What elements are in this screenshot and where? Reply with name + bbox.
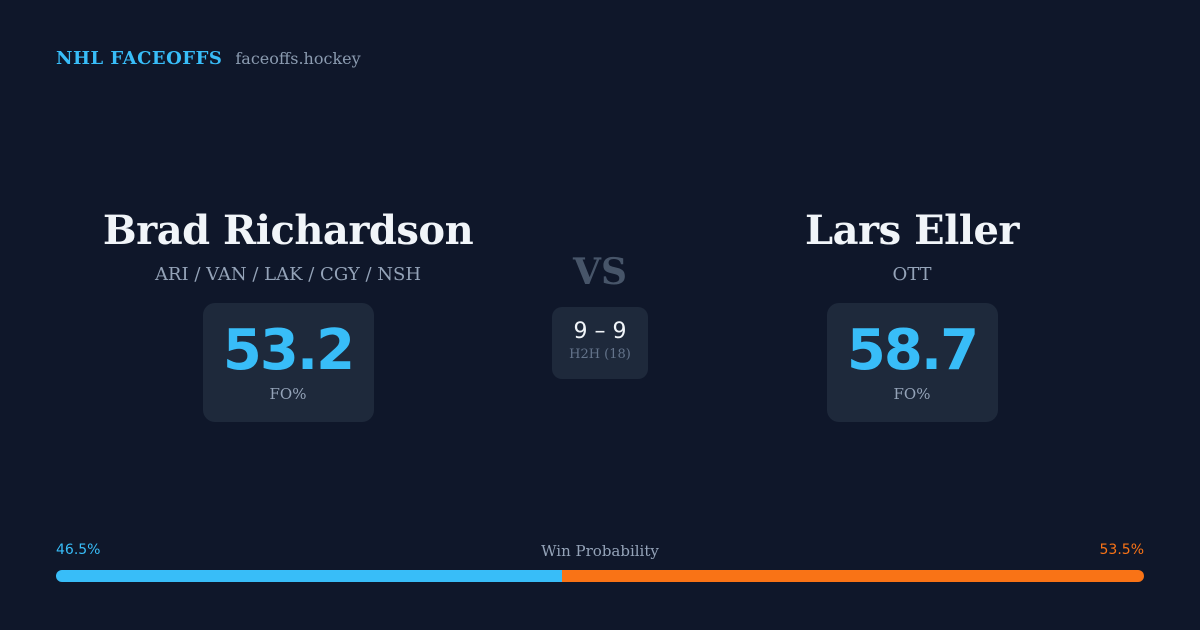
brand-site[interactable]: faceoffs.hockey [235, 49, 361, 68]
faceoff-label: FO% [269, 385, 307, 403]
win-probability-title: Win Probability [541, 542, 659, 560]
head-to-head-card: 9 – 9 H2H (18) [552, 307, 648, 379]
player-name: Brad Richardson [102, 207, 474, 254]
win-probability-bar [56, 570, 1144, 582]
player-name: Lars Eller [805, 207, 1019, 254]
player-left: Brad Richardson ARI / VAN / LAK / CGY / … [28, 205, 548, 422]
head-to-head-label: H2H (18) [569, 347, 631, 362]
brand-header: NHL FACEOFFS faceoffs.hockey [56, 48, 361, 69]
win-probability-bar-right [561, 570, 1144, 582]
win-probability-bar-left [56, 570, 562, 582]
player-teams: OTT [892, 264, 932, 285]
player-right: Lars Eller OTT 58.7 FO% [652, 205, 1172, 422]
player-teams: ARI / VAN / LAK / CGY / NSH [154, 264, 422, 285]
head-to-head-score: 9 – 9 [573, 319, 627, 344]
faceoff-stat-card: 53.2 FO% [202, 303, 374, 422]
faceoff-percentage: 58.7 [846, 318, 979, 383]
win-probability-left: 46.5% [56, 542, 101, 558]
faceoff-label: FO% [893, 385, 931, 403]
brand-title[interactable]: NHL FACEOFFS [56, 48, 223, 69]
versus-label: VS [573, 251, 627, 293]
faceoff-stat-card: 58.7 FO% [826, 303, 998, 422]
faceoff-percentage: 53.2 [222, 318, 355, 383]
win-probability-labels: 46.5% Win Probability 53.5% [56, 542, 1144, 564]
win-probability-right: 53.5% [1099, 542, 1144, 558]
